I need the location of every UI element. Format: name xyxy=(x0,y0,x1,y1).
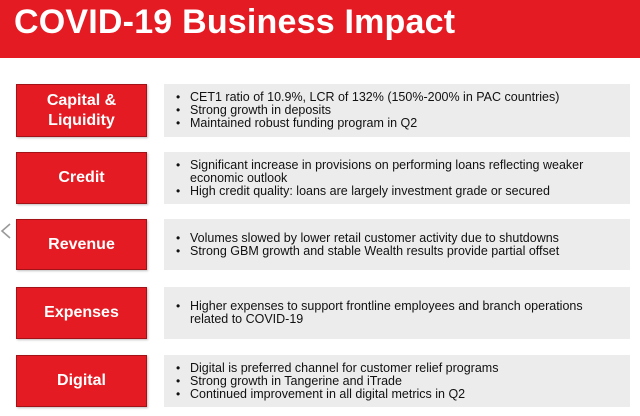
list-item: • Maintained robust funding program in Q2 xyxy=(172,117,559,130)
bullet-text: Continued improvement in all digital met… xyxy=(190,386,466,401)
bullet-icon: • xyxy=(176,90,181,104)
bullet-icon: • xyxy=(176,157,181,172)
list-item: • Digital is preferred channel for custom… xyxy=(172,360,499,375)
category-label-expenses: Expenses xyxy=(16,287,147,339)
bullet-text: Digital is preferred channel for custome… xyxy=(190,360,499,375)
category-label-text: Capital & Liquidity xyxy=(46,91,117,129)
list-item: • Significant increase in provisions on p… xyxy=(172,157,622,185)
bullet-icon: • xyxy=(176,373,181,388)
slide-title: COVID-19 Business Impact xyxy=(14,3,456,41)
list-item: • Strong growth in Tangerine and iTrade xyxy=(172,373,498,388)
bullet-icon: • xyxy=(176,183,181,198)
category-label-digital: Digital xyxy=(16,355,147,407)
list-item: • Strong growth in deposits xyxy=(172,104,559,117)
category-details-digital: • Digital is preferred channel for custom… xyxy=(164,355,630,407)
list-item: • Higher expenses to support frontline em… xyxy=(172,300,622,326)
impact-row-capital-liquidity: Capital & Liquidity • CET1 ratio of 10.9%… xyxy=(16,84,630,137)
category-details-capital-liquidity: • CET1 ratio of 10.9%, LCR of 132% (150%-… xyxy=(164,84,630,137)
list-item: • Volumes slowed by lower retail customer… xyxy=(172,230,559,245)
list-item: • High credit quality: loans are largely … xyxy=(172,183,622,198)
category-label-credit: Credit xyxy=(16,152,147,204)
bullet-icon: • xyxy=(176,386,181,401)
bullet-icon: • xyxy=(176,243,181,258)
bullet-text: High credit quality: loans are largely i… xyxy=(190,183,550,198)
bullet-text: Maintained robust funding program in Q2 xyxy=(190,116,418,130)
bullet-text: Strong GBM growth and stable Wealth resu… xyxy=(190,243,560,258)
category-label-text: Expenses xyxy=(44,304,119,321)
bullet-text: Significant increase in provisions on pe… xyxy=(190,157,584,185)
category-label-capital-liquidity: Capital & Liquidity xyxy=(16,84,147,137)
impact-row-credit: Credit • Significant increase in provisio… xyxy=(16,152,630,204)
category-details-revenue: • Volumes slowed by lower retail customer… xyxy=(164,219,630,270)
category-label-text: Credit xyxy=(58,169,105,186)
bullet-text: Strong growth in Tangerine and iTrade xyxy=(190,373,402,388)
bullet-icon: • xyxy=(176,103,181,117)
impact-row-expenses: Expenses • Higher expenses to support fro… xyxy=(16,287,630,339)
category-label-text: Revenue xyxy=(48,235,115,253)
list-item: • Continued improvement in all digital me… xyxy=(172,386,498,401)
title-banner: COVID-19 Business Impact xyxy=(0,0,640,58)
category-label-text: Digital xyxy=(57,372,106,389)
bullet-icon: • xyxy=(176,299,181,313)
bullet-text: CET1 ratio of 10.9%, LCR of 132% (150%-2… xyxy=(190,90,560,104)
bullet-text: Higher expenses to support frontline emp… xyxy=(190,299,583,326)
category-details-credit: • Significant increase in provisions on p… xyxy=(164,152,630,204)
bullet-icon: • xyxy=(176,230,181,245)
chevron-left-icon[interactable] xyxy=(0,222,12,240)
bullet-text: Strong growth in deposits xyxy=(190,103,332,117)
bullet-icon: • xyxy=(176,116,181,130)
impact-row-revenue: Revenue • Volumes slowed by lower retail … xyxy=(16,219,630,270)
impact-row-digital: Digital • Digital is preferred channel fo… xyxy=(16,355,630,407)
bullet-icon: • xyxy=(176,360,181,375)
bullet-text: Volumes slowed by lower retail customer … xyxy=(190,230,559,245)
list-item: • CET1 ratio of 10.9%, LCR of 132% (150%-… xyxy=(172,91,559,104)
category-label-revenue: Revenue xyxy=(16,219,147,270)
list-item: • Strong GBM growth and stable Wealth res… xyxy=(172,243,560,258)
category-details-expenses: • Higher expenses to support frontline em… xyxy=(164,287,630,339)
